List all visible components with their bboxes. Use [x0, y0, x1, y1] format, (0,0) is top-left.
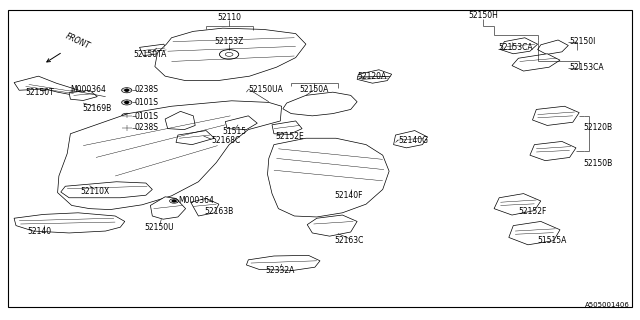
Text: 52153CA: 52153CA — [570, 63, 604, 72]
Polygon shape — [530, 141, 576, 161]
Text: 0238S: 0238S — [134, 85, 159, 94]
Polygon shape — [532, 106, 579, 125]
Text: 52120A: 52120A — [357, 72, 387, 81]
Polygon shape — [246, 255, 320, 270]
Text: 52150A: 52150A — [299, 85, 328, 94]
Polygon shape — [509, 221, 560, 245]
Polygon shape — [14, 76, 82, 96]
Polygon shape — [165, 111, 195, 130]
Circle shape — [172, 200, 176, 202]
Text: 0101S: 0101S — [134, 112, 159, 121]
Text: 52150U: 52150U — [144, 223, 173, 232]
Polygon shape — [512, 54, 560, 71]
Text: 52169B: 52169B — [83, 104, 112, 113]
Text: 52153Z: 52153Z — [214, 37, 244, 46]
Polygon shape — [357, 70, 392, 83]
Text: 0238S: 0238S — [134, 124, 159, 132]
Polygon shape — [69, 90, 97, 100]
Text: FRONT: FRONT — [64, 31, 92, 51]
Text: M000364: M000364 — [178, 196, 214, 205]
Text: 52150UA: 52150UA — [248, 85, 283, 94]
Text: 52168C: 52168C — [211, 136, 241, 145]
Text: 52152E: 52152E — [275, 132, 304, 141]
Polygon shape — [494, 194, 541, 215]
Text: 52163C: 52163C — [334, 236, 364, 245]
Polygon shape — [150, 197, 186, 219]
Text: 51515A: 51515A — [537, 236, 566, 245]
Polygon shape — [140, 44, 168, 56]
Text: 52140F: 52140F — [335, 191, 363, 200]
Text: M000364: M000364 — [70, 85, 106, 94]
Polygon shape — [14, 213, 125, 233]
Circle shape — [125, 127, 129, 129]
Polygon shape — [394, 131, 428, 148]
Text: 51515: 51515 — [223, 127, 247, 136]
Text: 52110X: 52110X — [80, 188, 109, 196]
Text: 52332A: 52332A — [266, 266, 295, 275]
Text: 52163B: 52163B — [205, 207, 234, 216]
Polygon shape — [225, 116, 257, 130]
Text: 52150B: 52150B — [584, 159, 613, 168]
Text: 52150TA: 52150TA — [134, 50, 167, 59]
Text: 52150I: 52150I — [570, 37, 596, 46]
Text: 52140G: 52140G — [398, 136, 428, 145]
Text: 52110: 52110 — [217, 13, 241, 22]
Circle shape — [125, 115, 129, 117]
Polygon shape — [538, 40, 568, 54]
Text: 0101S: 0101S — [134, 98, 159, 107]
Circle shape — [125, 89, 129, 91]
Polygon shape — [268, 138, 389, 217]
Text: 52150H: 52150H — [468, 12, 498, 20]
Polygon shape — [61, 182, 152, 198]
Text: 52153CA: 52153CA — [498, 43, 532, 52]
Text: 52150T: 52150T — [26, 88, 54, 97]
Polygon shape — [176, 131, 214, 145]
Polygon shape — [283, 92, 357, 116]
Polygon shape — [307, 215, 357, 236]
Text: 52140: 52140 — [28, 227, 52, 236]
Polygon shape — [272, 121, 302, 134]
Circle shape — [125, 101, 129, 103]
Text: 52152F: 52152F — [518, 207, 547, 216]
Text: A505001406: A505001406 — [585, 302, 630, 308]
Text: 52120B: 52120B — [584, 124, 613, 132]
Polygon shape — [58, 101, 282, 210]
Polygon shape — [500, 38, 538, 54]
Polygon shape — [155, 28, 306, 81]
Polygon shape — [191, 198, 219, 216]
